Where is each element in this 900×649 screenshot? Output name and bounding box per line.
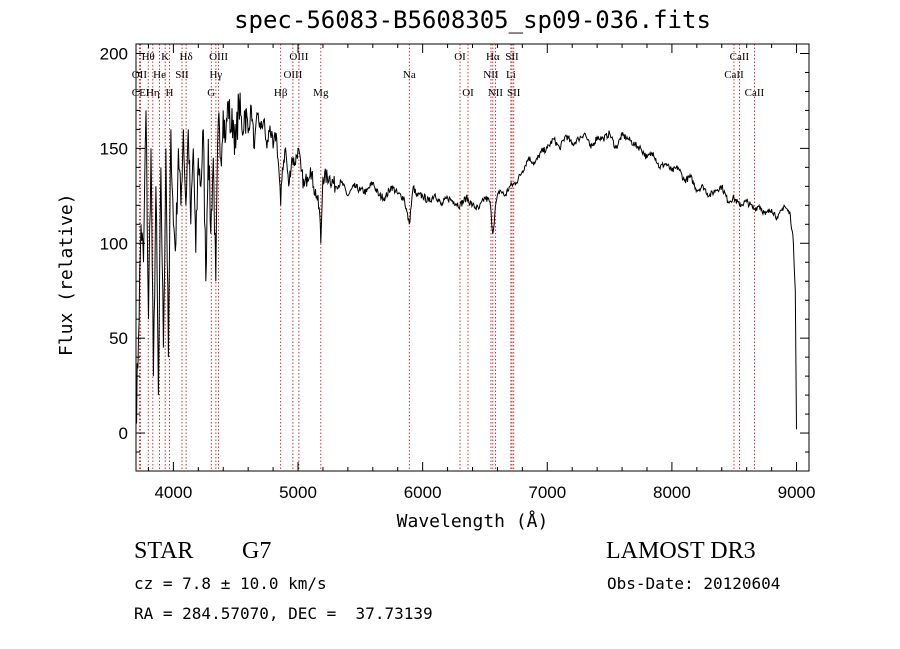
marker-label: CaII: [730, 51, 750, 63]
marker-label: Mg: [313, 87, 329, 99]
marker-label: H: [166, 87, 174, 99]
marker-label: SII: [507, 87, 521, 99]
marker-label: CaII: [724, 69, 744, 81]
marker-label: NII: [488, 87, 504, 99]
redshift-info: cz = 7.8 ± 10.0 km/s: [134, 574, 327, 593]
marker-label: SII: [175, 69, 189, 81]
marker-label: Hθ: [142, 51, 155, 63]
marker-label: SII: [505, 51, 519, 63]
plot-frame: [135, 43, 810, 472]
y-tick-label: 50: [109, 329, 128, 348]
marker-label: CaII: [745, 87, 765, 99]
marker-label: OII: [132, 69, 148, 81]
spectrum-line: [135, 92, 797, 430]
coordinates: RA = 284.57070, DEC = 37.73139: [134, 604, 433, 623]
y-tick-label: 100: [100, 234, 128, 253]
marker-label: Hβ: [274, 87, 288, 99]
marker-label: OI: [462, 87, 474, 99]
marker-label: OI: [454, 51, 466, 63]
obs-date: Obs-Date: 20120604: [607, 574, 781, 593]
x-axis-ticks: 4000 5000 6000 7000 8000 9000: [147, 44, 816, 502]
marker-label: K: [161, 51, 169, 63]
object-type: STAR: [134, 538, 194, 564]
marker-label: G: [207, 87, 215, 99]
marker-label: He: [153, 69, 166, 81]
y-tick-label: 200: [100, 44, 128, 63]
y-axis-ticks: 0 50 100 150 200: [100, 44, 809, 453]
marker-label: Na: [403, 69, 416, 81]
marker-label: Hδ: [180, 51, 193, 63]
y-tick-label: 0: [119, 424, 128, 443]
y-tick-label: 150: [100, 139, 128, 158]
marker-label: Hα: [486, 51, 500, 63]
x-tick-label: 7000: [528, 483, 566, 502]
marker-label: Hγ: [209, 69, 222, 81]
marker-label: OIII: [283, 69, 302, 81]
survey-name: LAMOST DR3: [606, 538, 756, 564]
x-tick-label: 9000: [778, 483, 816, 502]
x-tick-label: 8000: [653, 483, 691, 502]
object-class: G7: [242, 538, 272, 564]
x-tick-label: 4000: [154, 483, 192, 502]
marker-label: OIII: [209, 51, 228, 63]
marker-label: Li: [506, 69, 516, 81]
y-axis-label: Flux (relative): [56, 193, 77, 356]
x-axis-label: Wavelength (Å): [396, 511, 549, 532]
chart-title: spec-56083-B5608305_sp09-036.fits: [234, 6, 711, 34]
line-markers: [138, 44, 755, 471]
marker-label: OIII: [289, 51, 308, 63]
marker-label: Hη: [146, 87, 160, 99]
marker-label: NII: [483, 69, 499, 81]
x-tick-label: 6000: [404, 483, 442, 502]
x-tick-label: 5000: [279, 483, 317, 502]
